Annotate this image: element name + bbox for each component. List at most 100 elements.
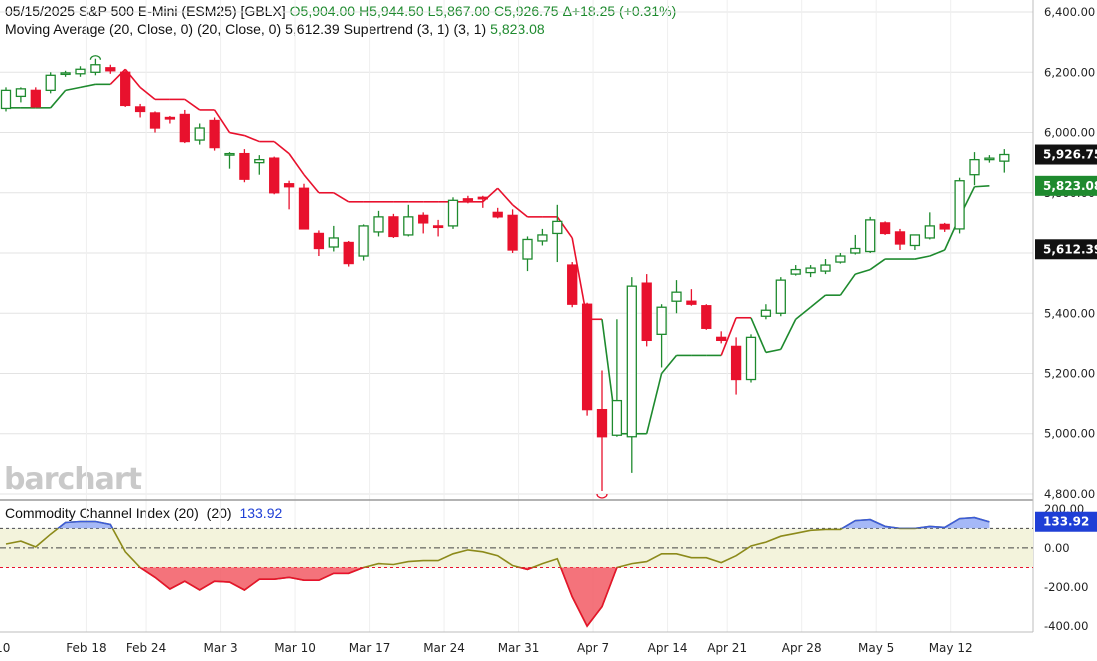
supertrend-segment bbox=[765, 348, 781, 354]
cci-badge-bg bbox=[1035, 511, 1097, 532]
date-tick-label: Mar 31 bbox=[498, 641, 540, 655]
candle-body bbox=[924, 225, 935, 239]
supertrend-segment bbox=[839, 273, 856, 296]
price-tick-label: 6,000.00 bbox=[1044, 126, 1095, 140]
supertrend-segment bbox=[288, 153, 305, 176]
cci-tick-label: -400.00 bbox=[1044, 619, 1088, 633]
price-tick-label: 4,800.00 bbox=[1044, 487, 1095, 501]
supertrend-badge-bg bbox=[1035, 175, 1097, 196]
candle-body bbox=[269, 157, 280, 194]
candle-body bbox=[775, 279, 786, 314]
header-line1-item-5: Δ+18.25 (+0.31%) bbox=[562, 3, 677, 19]
supertrend-segment bbox=[795, 306, 812, 320]
candle-body bbox=[120, 71, 131, 107]
header-line2-item-2: 5,612.39 bbox=[285, 21, 340, 37]
supertrend-segment bbox=[914, 255, 930, 260]
candle-body bbox=[447, 199, 459, 227]
candle-body bbox=[611, 399, 623, 436]
candle-body bbox=[462, 198, 474, 201]
candle-body bbox=[224, 152, 235, 156]
supertrend-segment bbox=[80, 83, 96, 89]
candle-body bbox=[894, 231, 906, 245]
candle-body bbox=[552, 220, 563, 235]
candle-body bbox=[835, 255, 846, 263]
candle-body bbox=[939, 223, 950, 230]
date-tick-label: Mar 24 bbox=[423, 641, 465, 655]
cci-tick-label: -200.00 bbox=[1044, 580, 1088, 594]
cci-oversold-fill bbox=[6, 567, 990, 627]
cci-header: Commodity Channel Index (20) (20) 133.92 bbox=[5, 505, 286, 521]
candle-body bbox=[760, 309, 772, 317]
header-line1-item-3: L5,867.00 bbox=[427, 3, 490, 19]
supertrend-segment bbox=[273, 140, 290, 155]
cci-line-under bbox=[138, 567, 621, 628]
supertrend-segment bbox=[65, 86, 81, 92]
candle-body bbox=[626, 285, 637, 438]
candle-body bbox=[358, 225, 369, 257]
candle-body bbox=[164, 116, 176, 120]
cci-tick-label: 0.00 bbox=[1044, 541, 1070, 555]
indicator-header-line2: Moving Average (20, Close, 0) (20, Close,… bbox=[5, 21, 549, 37]
supertrend-segment bbox=[929, 249, 945, 257]
candle-body bbox=[820, 264, 831, 272]
candle-body bbox=[134, 106, 146, 113]
candle-body bbox=[537, 234, 548, 242]
candle-body bbox=[686, 300, 697, 305]
candle-body bbox=[507, 214, 518, 251]
header-line2-item-5: 5,823.08 bbox=[490, 21, 545, 37]
date-tick-label: May 5 bbox=[858, 641, 894, 655]
price-tick-label: 5,400.00 bbox=[1044, 306, 1095, 320]
date-tick-label: Mar 10 bbox=[274, 641, 316, 655]
supertrend-segment bbox=[855, 268, 871, 275]
moving-average-badge: 5,612.39 bbox=[1043, 242, 1097, 256]
candle-body bbox=[313, 232, 325, 250]
low-marker bbox=[596, 493, 608, 499]
supertrend-segment bbox=[213, 109, 231, 133]
supertrend-segment bbox=[810, 294, 827, 308]
price-tick-label: 5,200.00 bbox=[1044, 366, 1095, 380]
date-tick-label: Apr 21 bbox=[707, 641, 747, 655]
candle-body bbox=[596, 408, 608, 438]
date-tick-label: Feb 18 bbox=[66, 641, 106, 655]
price-tick-label: 6,200.00 bbox=[1044, 65, 1095, 79]
header-line2-item-4: (3, 1) bbox=[453, 21, 487, 37]
candle-body bbox=[581, 303, 593, 411]
candle-body bbox=[671, 291, 682, 302]
price-tick-label: 5,000.00 bbox=[1044, 427, 1095, 441]
candle-body bbox=[179, 113, 190, 143]
candle-body bbox=[418, 214, 429, 224]
candle-body bbox=[701, 305, 712, 329]
supertrend-segment bbox=[660, 354, 678, 375]
candle-body bbox=[954, 180, 965, 230]
header-line1-item-4: C5,926.75 bbox=[493, 3, 559, 19]
header-line2-item-3: Supertrend (3, 1) bbox=[343, 21, 450, 37]
candle-body bbox=[105, 67, 116, 72]
candle-body bbox=[432, 225, 444, 229]
candle-body bbox=[0, 89, 12, 110]
candle-body bbox=[15, 88, 27, 98]
price-badge: 5,926.75 bbox=[1043, 148, 1097, 162]
date-tick-label: Apr 14 bbox=[648, 641, 688, 655]
date-tick-label: Mar 17 bbox=[349, 641, 391, 655]
candle-body bbox=[984, 157, 995, 161]
candle-body bbox=[254, 158, 265, 164]
candle-body bbox=[865, 219, 876, 253]
supertrend-badge: 5,823.08 bbox=[1043, 179, 1097, 193]
candle-body bbox=[403, 216, 414, 236]
supertrend-segment bbox=[780, 318, 797, 350]
cci-label: Commodity Channel Index (20) bbox=[5, 505, 199, 521]
price-header-line1: 05/15/2025 S&P 500 E-Mini (ESM25) [GBLX]… bbox=[5, 3, 680, 19]
candle-body bbox=[373, 216, 384, 233]
header-line1-item-1: O5,904.00 bbox=[289, 3, 356, 19]
supertrend-segment bbox=[482, 187, 499, 203]
supertrend-segment bbox=[229, 131, 245, 137]
price-tick-label: 6,400.00 bbox=[1044, 5, 1095, 19]
candle-body bbox=[239, 152, 250, 180]
moving-average-badge-bg bbox=[1035, 239, 1097, 260]
supertrend-segment bbox=[139, 86, 156, 101]
candle-body bbox=[90, 64, 101, 73]
candle-body bbox=[850, 247, 861, 254]
candle-body bbox=[30, 89, 41, 108]
candle-body bbox=[149, 112, 161, 129]
